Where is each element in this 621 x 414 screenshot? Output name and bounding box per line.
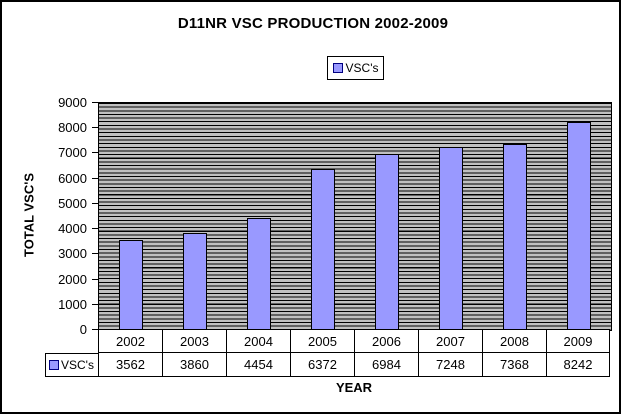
y-tick-mark-1000 (92, 303, 98, 305)
bar-2003 (183, 233, 207, 330)
bar-2009 (567, 122, 591, 330)
bar-2004 (247, 218, 271, 330)
table-value-cell-2005: 6372 (290, 353, 354, 377)
legend: VSC's (327, 56, 384, 80)
table-year-cell-2004: 2004 (226, 329, 290, 353)
bar-2002 (119, 240, 143, 330)
table-year-cell-2007: 2007 (418, 329, 482, 353)
table-year-cell-2003: 2003 (162, 329, 226, 353)
y-tick-mark-7000 (92, 152, 98, 154)
y-tick-label-7000: 7000 (58, 145, 87, 161)
table-value-cell-2007: 7248 (418, 353, 482, 377)
table-year-cell-2006: 2006 (354, 329, 418, 353)
y-tick-mark-9000 (92, 102, 98, 103)
y-tick-mark-6000 (92, 177, 98, 179)
bar-2006 (375, 154, 399, 330)
y-tick-label-2000: 2000 (58, 271, 87, 287)
y-tick-mark-4000 (92, 228, 98, 230)
legend-series-swatch-icon (332, 63, 343, 73)
table-year-cell-2009: 2009 (546, 329, 610, 353)
plot-area (98, 102, 612, 331)
table-year-cell-2002: 2002 (98, 329, 162, 353)
y-tick-label-3000: 3000 (58, 246, 87, 262)
legend-series-label: VSC's (345, 61, 379, 75)
table-value-cell-2002: 3562 (98, 353, 162, 377)
bar-2007 (439, 147, 463, 330)
table-value-cell-2004: 4454 (226, 353, 290, 377)
y-tick-label-1000: 1000 (58, 296, 87, 312)
table-value-cell-2006: 6984 (354, 353, 418, 377)
y-tick-mark-8000 (92, 127, 98, 129)
y-tick-mark-0 (92, 329, 98, 330)
y-tick-label-5000: 5000 (58, 195, 87, 211)
y-tick-mark-2000 (92, 278, 98, 280)
table-value-cell-2009: 8242 (546, 353, 610, 377)
table-key-label: VSC's (61, 358, 94, 372)
y-axis-title: TOTAL VSC'S (21, 173, 37, 257)
y-tick-label-0: 0 (79, 322, 87, 337)
table-value-cell-2003: 3860 (162, 353, 226, 377)
table-key-swatch-icon (49, 360, 59, 370)
y-tick-label-4000: 4000 (58, 221, 87, 237)
bar-2008 (503, 144, 527, 330)
y-tick-label-9000: 9000 (58, 95, 87, 110)
y-tick-mark-5000 (92, 202, 98, 204)
bar-2005 (311, 169, 335, 330)
table-value-cell-2008: 7368 (482, 353, 546, 377)
table-year-cell-2005: 2005 (290, 329, 354, 353)
y-tick-mark-3000 (92, 253, 98, 255)
data-table-key-cell: VSC's (45, 353, 99, 377)
table-year-cell-2008: 2008 (482, 329, 546, 353)
y-tick-label-8000: 8000 (58, 120, 87, 136)
x-axis-title: YEAR (335, 380, 373, 395)
y-tick-label-6000: 6000 (58, 170, 87, 186)
chart-title: D11NR VSC PRODUCTION 2002-2009 (177, 15, 449, 32)
